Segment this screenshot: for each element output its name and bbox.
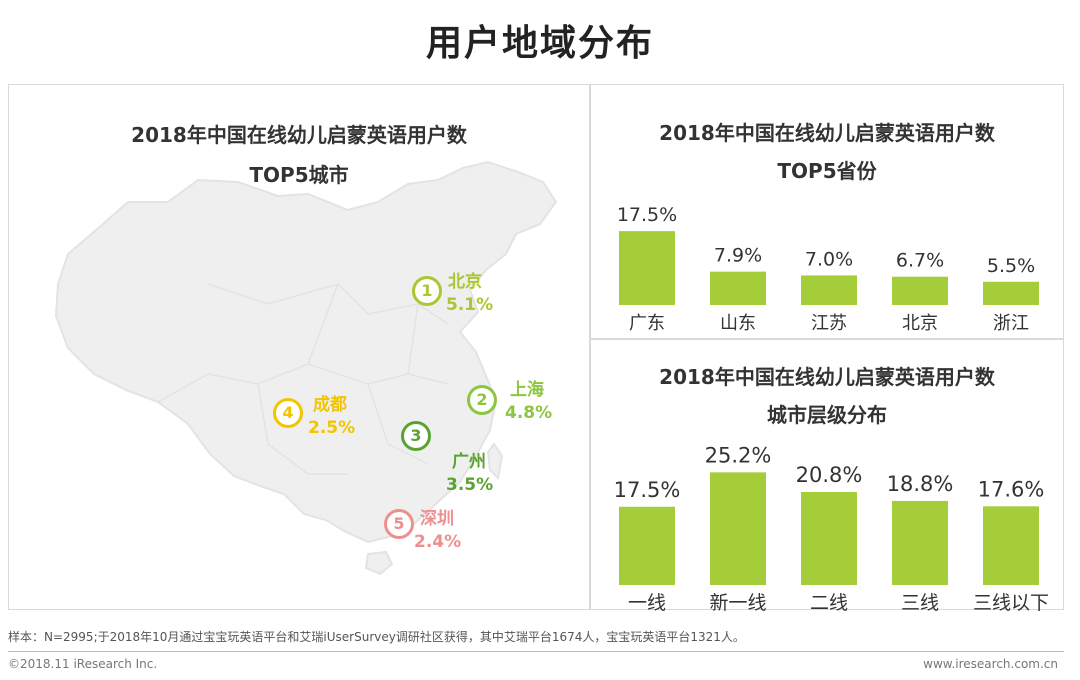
page-title: 用户地域分布	[425, 23, 654, 64]
bar-浙江	[983, 281, 1039, 305]
value-label: 7.0%	[805, 248, 853, 270]
province-chart-title-line2: TOP5省份	[777, 159, 877, 183]
bar-广东	[619, 231, 675, 305]
bar-北京	[892, 276, 948, 305]
city-beijing-value: 5.1%	[446, 295, 494, 315]
bar-新一线	[710, 472, 766, 585]
category-label: 一线	[628, 592, 666, 614]
rank-4-circle: 4	[273, 398, 303, 428]
value-label: 17.5%	[617, 204, 677, 226]
category-label: 二线	[810, 592, 848, 614]
category-label: 三线以下	[973, 592, 1049, 614]
value-label: 17.5%	[614, 478, 681, 502]
bar-三线以下	[983, 506, 1039, 585]
city-shenzhen-value: 2.4%	[414, 532, 462, 552]
category-label: 北京	[902, 313, 938, 334]
city-chengdu-name: 成都	[313, 395, 347, 415]
rank-2-circle: 2	[467, 385, 497, 415]
map-title-line1: 2018年中国在线幼儿启蒙英语用户数	[131, 123, 467, 147]
category-label: 三线	[901, 592, 939, 614]
china-map	[54, 160, 558, 576]
china-map-outline	[54, 160, 558, 544]
rank-1-circle: 1	[412, 276, 442, 306]
category-label: 广东	[629, 313, 665, 334]
tier-bar-chart: 17.5% 一线 25.2% 新一线 20.8% 二线 18.8% 三线 17.6% 三线以下	[614, 443, 1049, 614]
tier-chart-title-line2: 城市层级分布	[767, 403, 887, 427]
map-title-line2: TOP5城市	[249, 163, 349, 187]
category-label: 山东	[720, 313, 756, 334]
city-guangzhou-value: 3.5%	[446, 475, 494, 495]
value-label: 17.6%	[978, 477, 1045, 501]
category-label: 新一线	[709, 592, 766, 614]
category-label: 浙江	[993, 313, 1029, 334]
city-beijing-name: 北京	[448, 272, 482, 292]
hainan-island	[364, 550, 394, 576]
bar-山东	[710, 271, 766, 305]
value-label: 5.5%	[987, 255, 1035, 277]
footer-divider	[8, 651, 1064, 652]
rank-5-circle: 5	[384, 509, 414, 539]
bar-二线	[801, 492, 857, 585]
copyright: ©2018.11 iResearch Inc.	[8, 657, 158, 671]
value-label: 25.2%	[705, 443, 772, 467]
website: www.iresearch.com.cn	[923, 657, 1058, 671]
city-shanghai-value: 4.8%	[505, 403, 553, 423]
province-bar-chart: 17.5% 广东 7.9% 山东 7.0% 江苏 6.7% 北京 5.5% 浙江	[617, 204, 1039, 334]
city-guangzhou-name: 广州	[452, 452, 486, 472]
bar-江苏	[801, 275, 857, 305]
city-shanghai-name: 上海	[510, 380, 544, 400]
category-label: 江苏	[811, 313, 847, 334]
province-chart-title-line1: 2018年中国在线幼儿启蒙英语用户数	[659, 121, 995, 145]
bar-三线	[892, 500, 948, 585]
value-label: 6.7%	[896, 250, 944, 272]
city-shenzhen-name: 深圳	[420, 509, 454, 529]
tier-chart-title-line1: 2018年中国在线幼儿启蒙英语用户数	[659, 365, 995, 389]
footnote: 样本：N=2995;于2018年10月通过宝宝玩英语平台和艾瑞iUserSurv…	[8, 630, 745, 644]
city-chengdu-value: 2.5%	[308, 418, 356, 438]
taiwan-island	[486, 442, 504, 481]
bar-一线	[619, 506, 675, 585]
value-label: 18.8%	[887, 472, 954, 496]
value-label: 20.8%	[796, 463, 863, 487]
rank-3-circle: 3	[401, 421, 431, 451]
value-label: 7.9%	[714, 245, 762, 267]
province-borders	[157, 283, 449, 475]
